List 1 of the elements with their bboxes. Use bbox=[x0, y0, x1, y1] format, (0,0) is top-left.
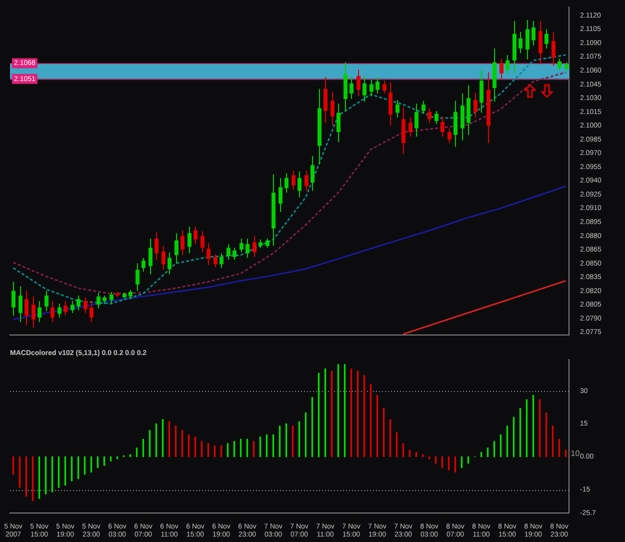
text: 10 bbox=[570, 448, 580, 458]
